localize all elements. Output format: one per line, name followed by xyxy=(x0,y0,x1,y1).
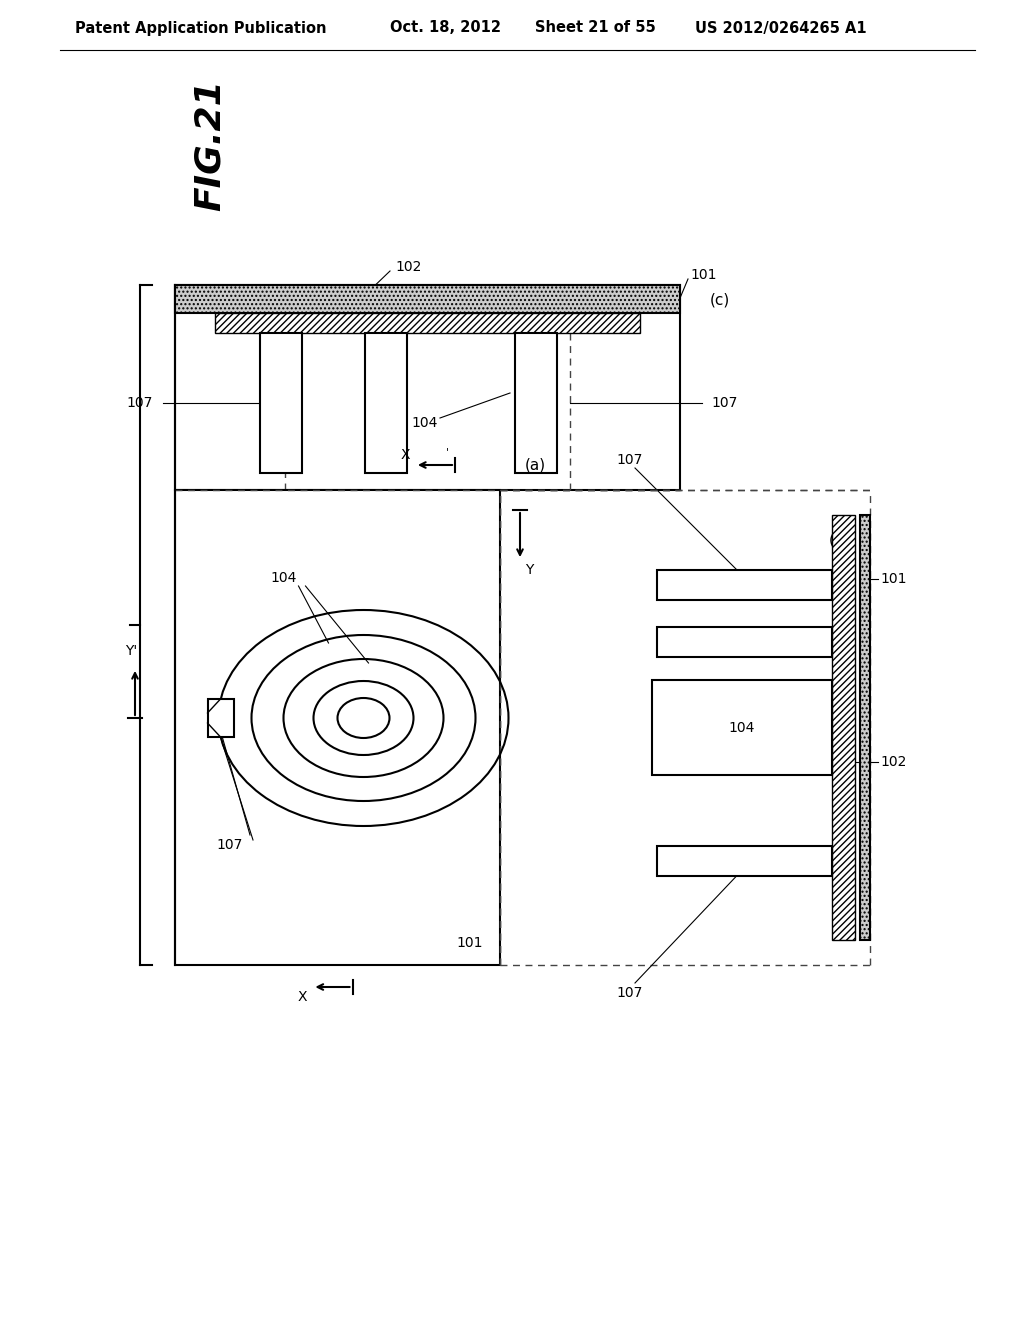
Text: 101: 101 xyxy=(457,936,483,950)
Text: 104: 104 xyxy=(412,416,438,430)
Bar xyxy=(657,627,831,657)
Bar xyxy=(515,333,557,473)
Text: 107: 107 xyxy=(616,453,643,467)
Bar xyxy=(365,333,407,473)
Text: 107: 107 xyxy=(616,986,643,1001)
Text: (a): (a) xyxy=(524,458,546,473)
Bar xyxy=(657,570,831,601)
Text: ': ' xyxy=(445,447,449,457)
Bar xyxy=(831,515,855,940)
Text: 101: 101 xyxy=(880,572,906,586)
Text: 101: 101 xyxy=(690,268,717,282)
Text: Patent Application Publication: Patent Application Publication xyxy=(75,21,327,36)
Text: 107: 107 xyxy=(712,396,738,411)
Bar xyxy=(260,333,302,473)
Bar xyxy=(657,846,831,875)
Text: 104: 104 xyxy=(729,721,755,734)
Bar xyxy=(652,680,831,775)
Text: US 2012/0264265 A1: US 2012/0264265 A1 xyxy=(695,21,866,36)
Text: FIG.21: FIG.21 xyxy=(193,79,227,211)
Bar xyxy=(175,285,680,313)
Text: Y': Y' xyxy=(125,644,137,657)
Bar xyxy=(215,313,640,333)
Bar xyxy=(175,490,500,965)
Text: Oct. 18, 2012: Oct. 18, 2012 xyxy=(390,21,501,36)
Bar xyxy=(208,700,233,737)
Text: 104: 104 xyxy=(270,572,297,585)
Text: Sheet 21 of 55: Sheet 21 of 55 xyxy=(535,21,655,36)
Text: Y: Y xyxy=(525,564,534,577)
Text: 107: 107 xyxy=(127,396,154,411)
Text: 107: 107 xyxy=(217,838,243,851)
Bar xyxy=(860,515,870,940)
Bar xyxy=(175,285,680,490)
Text: (c): (c) xyxy=(710,293,730,308)
Text: 102: 102 xyxy=(395,260,421,275)
Text: X: X xyxy=(400,447,410,462)
Text: (b): (b) xyxy=(829,532,851,548)
Text: 102: 102 xyxy=(880,755,906,768)
Text: X: X xyxy=(298,990,307,1005)
